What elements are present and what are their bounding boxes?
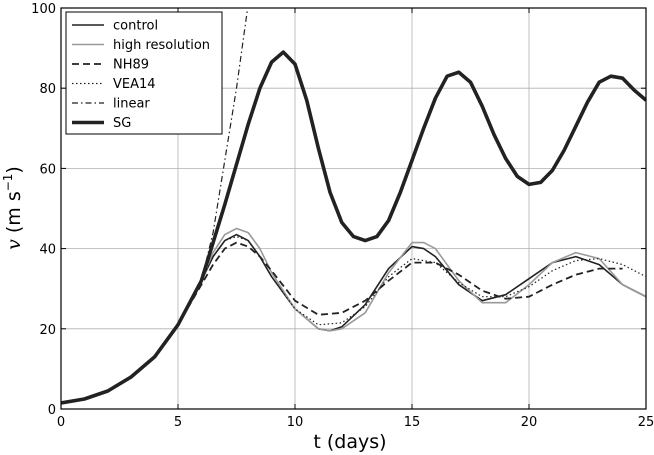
plot-frame [60, 7, 647, 410]
legend-label: SG [113, 116, 131, 131]
legend-label: control [113, 19, 158, 34]
y-axis-title: v (m s−1) [1, 166, 25, 250]
series-sg [61, 50, 646, 405]
y-tick-label: 60 [39, 162, 56, 177]
y-axis-unit-close: ) [3, 166, 25, 173]
y-tick-label: 0 [48, 403, 56, 418]
x-tick-label: 10 [287, 415, 304, 430]
y-tick-label: 100 [31, 2, 56, 17]
y-tick-label: 80 [39, 82, 56, 97]
legend: control high resolution NH89 VEA14 linear SG [65, 11, 223, 135]
x-tick-label: 5 [174, 415, 182, 430]
x-tick-label: 20 [521, 415, 538, 430]
legend-label: high resolution [113, 38, 210, 53]
x-axis-title: t (days) [313, 431, 386, 453]
y-axis-variable: v [3, 239, 25, 250]
y-axis-unit-exponent: −1 [1, 174, 15, 192]
x-tick-label: 15 [404, 415, 421, 430]
legend-box [65, 11, 223, 135]
legend-label: linear [113, 97, 150, 112]
legend-label: NH89 [113, 58, 149, 73]
axis-ticks: 0 5 10 15 20 25 0 20 40 60 80 100 [31, 2, 654, 430]
y-axis-unit-open: (m s [3, 191, 25, 233]
x-tick-label: 0 [57, 415, 65, 430]
series-nh89 [61, 241, 623, 404]
legend-label: VEA14 [113, 77, 156, 92]
y-tick-label: 20 [39, 323, 56, 338]
series-linear [61, 8, 249, 404]
x-tick-label: 25 [638, 415, 654, 430]
series-lines [61, 8, 646, 405]
y-tick-label: 40 [39, 243, 56, 258]
